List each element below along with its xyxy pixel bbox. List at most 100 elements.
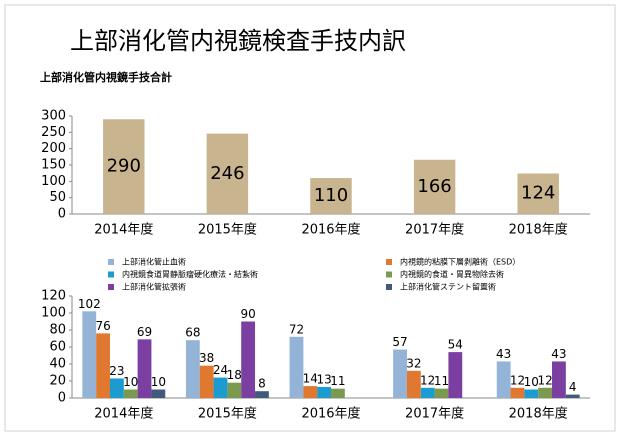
y-tick-label: 0 [58,391,66,406]
bar [303,386,318,398]
y-tick-label: 0 [58,207,66,222]
x-tick-label: 2015年度 [198,222,257,238]
x-tick-label: 2016年度 [301,406,360,422]
x-tick-label: 2017年度 [405,406,464,422]
data-label: 166 [417,176,451,197]
x-tick-label: 2018年度 [509,406,568,422]
bar [151,389,166,398]
data-label: 102 [78,297,101,311]
bar [517,173,559,214]
data-label: 14 [303,372,318,386]
bar [434,388,449,398]
bar [538,387,553,398]
legend-swatch [386,284,392,290]
y-tick-label: 250 [41,125,66,140]
data-label: 290 [107,156,141,177]
data-label: 90 [240,307,255,321]
legend-label: 内視鏡的粘膜下層剥離術（ESD） [400,257,520,267]
data-label: 43 [496,347,511,361]
x-tick-label: 2014年度 [94,222,153,238]
y-tick-label: 120 [41,289,66,304]
bar [109,378,124,398]
x-tick-label: 2014年度 [94,406,153,422]
y-tick-label: 300 [41,109,66,124]
bar [227,382,242,398]
data-label: 11 [330,374,345,388]
legend-label: 上部消化管止血術 [122,257,186,267]
bar [82,311,97,398]
bar [137,339,152,398]
bar [213,377,228,398]
y-tick-label: 80 [49,323,66,338]
data-label: 76 [95,319,110,333]
slide-title: 上部消化管内視鏡検査手技内訳 [70,27,406,55]
data-label: 12 [510,373,525,387]
bar [199,365,214,398]
bar [420,387,435,398]
y-tick-label: 40 [49,357,66,372]
bar [331,388,345,398]
data-label: 23 [109,364,124,378]
data-label: 69 [137,325,152,339]
legend-swatch [386,259,392,265]
data-label: 12 [537,373,552,387]
y-tick-label: 100 [41,174,66,189]
data-label: 57 [392,335,407,349]
data-label: 10 [123,375,138,389]
x-tick-label: 2018年度 [509,222,568,238]
data-label: 4 [569,380,577,394]
bar [185,340,200,398]
y-tick-label: 100 [41,306,66,321]
data-label: 32 [406,356,421,370]
data-label: 13 [316,372,331,386]
bar [289,336,304,398]
bar [565,394,580,398]
legend-swatch [108,271,114,278]
data-label: 43 [551,347,566,361]
bar [510,387,525,398]
data-label: 24 [213,363,228,377]
data-label: 18 [227,368,242,382]
x-tick-label: 2017年度 [405,222,464,238]
bar [123,389,138,398]
bar [103,119,145,214]
data-label: 10 [151,375,166,389]
x-tick-label: 2015年度 [198,406,257,422]
bar [552,361,566,398]
y-tick-label: 20 [49,374,66,389]
data-label: 124 [521,183,555,204]
data-label: 38 [199,351,214,365]
data-label: 54 [448,338,463,352]
data-label: 110 [314,185,348,206]
bar [317,386,331,398]
x-tick-label: 2016年度 [301,222,360,238]
y-tick-label: 50 [49,190,66,205]
bar [448,352,463,398]
bar [96,333,110,398]
bar [310,178,352,214]
legend-label: 上部消化管拡張術 [122,282,186,292]
bar [241,321,256,398]
bar [206,133,249,214]
bar [393,349,407,398]
y-tick-label: 60 [49,340,66,355]
data-label: 11 [434,374,449,388]
data-label: 10 [524,375,539,389]
bar [413,159,456,214]
bar [496,361,511,398]
data-label: 68 [185,326,200,340]
data-label: 8 [258,377,266,391]
bar [406,370,421,398]
legend-label: 内視鏡食道胃静脈瘤硬化療法・結紮術 [122,269,258,279]
legend-swatch [386,271,392,278]
bar [255,391,269,398]
legend-swatch [108,259,114,265]
legend-label: 上部消化管ステント留置術 [400,282,496,292]
bar [524,389,539,398]
chart-title: 上部消化管内視鏡手技合計 [40,70,172,84]
legend-swatch [108,284,114,290]
data-label: 12 [420,373,435,387]
data-label: 246 [210,163,244,184]
data-label: 72 [289,322,304,336]
